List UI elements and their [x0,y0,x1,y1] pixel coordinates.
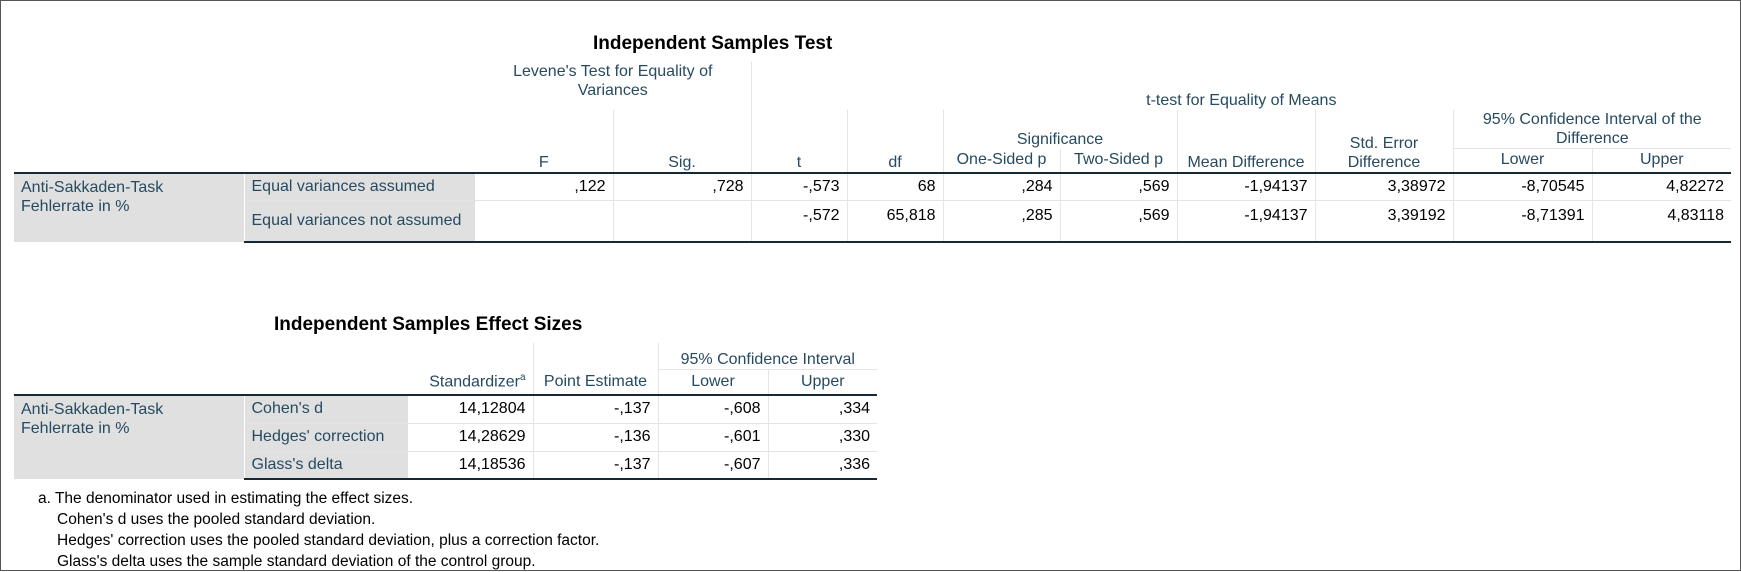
ci-header: 95% Confidence Interval of the Differenc… [1452,110,1732,149]
row-label: Equal variances assumed [243,171,475,201]
col-lower: Lower [657,368,768,395]
cell-lower: -8,70545 [1452,171,1593,201]
cell-point-estimate: -,137 [532,394,658,423]
significance-header: Significance [942,110,1178,149]
col-two-sided-p: Two-Sided p [1059,148,1178,173]
table-row: Anti-Sakkaden-Task Fehlerrate in % Cohen… [14,394,878,479]
cell-upper: 4,82272 [1591,171,1732,201]
cell-two-sided-p: ,569 [1059,171,1178,201]
levene-header: Levene's Test for Equality of Variances [513,63,713,99]
footnote-marker: a [519,371,526,383]
table-row: Hedges' correction 14,28629 -,136 -,601 … [14,422,878,451]
cell-standardizer: 14,18536 [408,450,533,480]
cell-standardizer: 14,12804 [408,394,533,423]
cell-one-sided-p: ,284 [942,171,1061,201]
col-upper: Upper [1591,148,1732,173]
cell-lower: -,601 [657,422,768,451]
footnote-line: a. The denominator used in estimating th… [38,490,414,507]
cell-two-sided-p: ,569 [1059,200,1178,243]
table-row: Glass's delta 14,18536 -,137 -,607 ,336 [14,450,878,480]
row-label: Hedges' correction [243,422,408,451]
variable-label: Anti-Sakkaden-Task Fehlerrate in % [14,171,244,242]
cell-std-error: 3,39192 [1314,200,1454,243]
col-sig: Sig. [612,110,752,173]
col-point-estimate: Point Estimate [532,369,658,395]
row-label: Cohen's d [243,394,408,423]
cell-upper: ,334 [767,394,878,423]
cell-lower: -,608 [657,394,768,423]
variable-label: Anti-Sakkaden-Task Fehlerrate in % [14,394,244,479]
cell-mean-difference: -1,94137 [1176,171,1316,201]
col-one-sided-p: One-Sided p [942,148,1061,173]
col-std-error-difference: Std. Error Difference [1314,110,1454,173]
ci-header: 95% Confidence Interval [657,343,878,369]
cell-sig: ,728 [612,171,752,201]
row-label: Glass's delta [243,450,408,480]
standardizer-label: Standardizer [429,373,520,390]
cell-standardizer: 14,28629 [408,422,533,451]
table-row: Equal variances not assumed -,572 65,818… [14,200,1732,243]
col-lower: Lower [1452,148,1593,173]
col-standardizer: Standardizera [408,369,533,395]
cell-F: ,122 [475,171,613,201]
col-upper: Upper [767,368,878,395]
cell-upper: ,336 [767,450,878,480]
cell-F [475,200,613,243]
cell-t: -,573 [750,171,848,201]
cell-df: 65,818 [846,200,944,243]
table-row: Anti-Sakkaden-Task Fehlerrate in % Equal… [14,171,1732,242]
col-df: df [846,110,944,173]
cell-lower: -,607 [657,450,768,480]
t2-title: Independent Samples Effect Sizes [274,314,583,335]
footnote-line: Cohen's d uses the pooled standard devia… [57,511,376,528]
col-mean-difference: Mean Difference [1176,110,1316,173]
cell-mean-difference: -1,94137 [1176,200,1316,243]
cell-lower: -8,71391 [1452,200,1593,243]
cell-sig [612,200,752,243]
cell-upper: ,330 [767,422,878,451]
cell-df: 68 [846,171,944,201]
cell-point-estimate: -,137 [532,450,658,480]
cell-std-error: 3,38972 [1314,171,1454,201]
col-F: F [538,153,549,171]
cell-upper: 4,83118 [1591,200,1732,243]
col-t: t [750,110,848,173]
cell-point-estimate: -,136 [532,422,658,451]
footnote-line: Hedges' correction uses the pooled stand… [57,532,600,549]
independent-samples-test-table: Levene's Test for Equality of Variances … [14,62,1732,243]
cell-one-sided-p: ,285 [942,200,1061,243]
t1-title: Independent Samples Test [593,33,833,54]
cell-t: -,572 [750,200,848,243]
effect-sizes-table: 95% Confidence Interval Standardizera Po… [14,343,878,480]
ttest-header: t-test for Equality of Means [750,62,1732,110]
footnote-line: Glass's delta uses the sample standard d… [57,553,536,570]
row-label: Equal variances not assumed [243,200,475,243]
